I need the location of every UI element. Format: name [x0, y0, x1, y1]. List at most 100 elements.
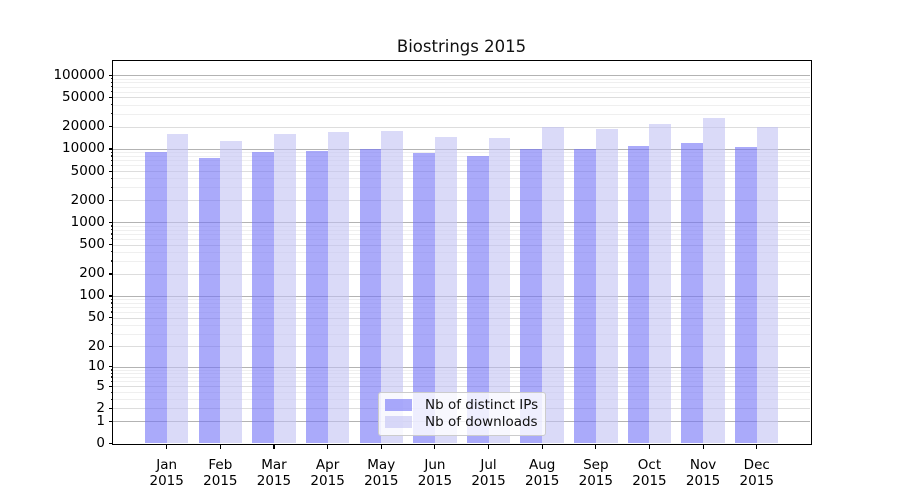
legend-row-downloads: Nb of downloads [385, 415, 545, 429]
x-tick-label: Jan 2015 [127, 457, 207, 489]
bar-distinct-ips [359, 149, 382, 444]
bar-distinct-ips [198, 157, 221, 444]
bar-downloads [327, 132, 350, 444]
x-tick [273, 444, 275, 449]
y-tick-label: 50000 [62, 88, 105, 105]
x-tick-label: Oct 2015 [609, 457, 689, 489]
plot-area [113, 61, 810, 444]
gridline-minor [113, 376, 810, 378]
x-tick-year: 2015 [310, 472, 345, 489]
gridline-major [113, 75, 810, 77]
gridline-minor [113, 311, 810, 313]
x-tick-label: Mar 2015 [234, 457, 314, 489]
y-tick-label: 100000 [53, 66, 105, 83]
bar-downloads [703, 118, 725, 444]
y-minor-tick [110, 306, 113, 308]
y-tick-label: 500 [79, 236, 105, 253]
gridline-minor [113, 369, 810, 371]
y-tick-label: 50 [87, 309, 105, 326]
y-minor-tick [110, 302, 113, 304]
y-minor-tick [110, 229, 113, 231]
x-tick-label: Jun 2015 [395, 457, 475, 489]
x-tick-year: 2015 [364, 472, 399, 489]
y-minor-tick [110, 177, 113, 179]
x-tick [166, 444, 168, 449]
gridline-minor [113, 324, 810, 326]
gridline-minor [113, 187, 810, 189]
gridline-minor [113, 178, 810, 180]
x-tick-year: 2015 [471, 472, 506, 489]
y-tick-label: 10000 [62, 140, 105, 157]
gridline-minor [113, 155, 810, 157]
gridline-minor [113, 165, 810, 167]
gridline-minor [113, 225, 810, 227]
bar-downloads [756, 126, 779, 444]
x-tick-year: 2015 [632, 472, 667, 489]
y-tick [108, 148, 113, 150]
x-tick-label: Jul 2015 [449, 457, 529, 489]
bar-downloads [434, 136, 457, 444]
x-tick [756, 444, 758, 449]
y-minor-tick [110, 91, 113, 93]
gridline-major [113, 222, 810, 224]
gridline [113, 386, 810, 388]
x-tick-month: Jan [156, 456, 178, 473]
y-minor-tick [110, 186, 113, 189]
y-minor-tick [110, 159, 113, 161]
bar-distinct-ips [413, 152, 435, 444]
y-tick [108, 221, 113, 224]
y-tick [108, 317, 113, 319]
bar-distinct-ips [145, 152, 167, 444]
gridline-minor [113, 307, 810, 309]
gridline-minor [113, 160, 810, 162]
y-tick-label: 2 [96, 399, 105, 416]
x-tick-month: Jul [480, 456, 497, 473]
y-minor-tick [110, 164, 113, 166]
x-tick-label: Dec 2015 [717, 457, 797, 489]
bar-distinct-ips [305, 151, 328, 444]
x-tick-month: Feb [208, 456, 233, 473]
y-minor-tick [110, 151, 113, 153]
y-minor-tick [110, 251, 113, 253]
x-tick-month: Aug [528, 456, 556, 473]
x-tick-month: Mar [261, 456, 287, 473]
x-tick [648, 444, 651, 449]
gridline-minor [113, 152, 810, 154]
x-tick-year: 2015 [149, 472, 184, 489]
y-minor-tick [110, 260, 113, 262]
x-tick-year: 2015 [203, 472, 238, 489]
gridline [113, 346, 810, 348]
gridline-minor [113, 381, 810, 383]
x-tick [595, 444, 597, 449]
gridline-minor [113, 229, 810, 231]
bar-distinct-ips [681, 143, 704, 444]
gridline [113, 273, 810, 275]
gridline-minor [113, 299, 810, 301]
x-tick-month: Nov [689, 456, 717, 473]
y-minor-tick [110, 113, 113, 115]
y-minor-tick [110, 81, 113, 84]
gridline-minor [113, 238, 810, 240]
y-tick-label: 20000 [62, 118, 105, 135]
y-tick-label: 1 [96, 412, 105, 429]
y-tick [108, 273, 113, 275]
bar-downloads [542, 127, 564, 444]
gridline-minor [113, 373, 810, 375]
x-tick-label: Sep 2015 [556, 457, 636, 489]
bar-distinct-ips [252, 151, 274, 444]
y-minor-tick [110, 398, 113, 400]
y-minor-tick [110, 324, 113, 326]
x-tick [434, 444, 436, 449]
y-minor-tick [110, 225, 113, 227]
gridline-minor [113, 91, 810, 93]
x-tick-year: 2015 [685, 472, 721, 489]
bar-distinct-ips [735, 146, 757, 444]
gridline-minor [113, 260, 810, 262]
x-tick-year: 2015 [578, 472, 613, 489]
y-minor-tick [110, 380, 113, 382]
gridline-minor [113, 86, 810, 88]
x-tick [327, 444, 329, 449]
y-tick [108, 74, 113, 76]
gridline [113, 126, 810, 128]
